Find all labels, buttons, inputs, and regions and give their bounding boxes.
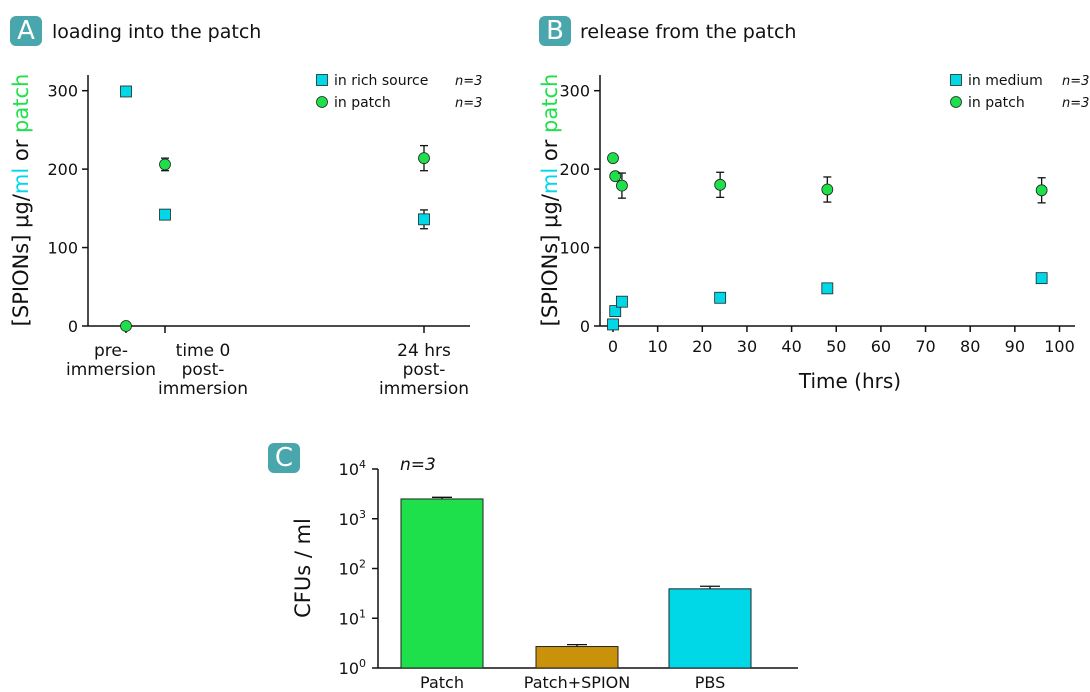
- panel-a-xtick-label: post-: [403, 360, 446, 380]
- panel-b-xtick-label: 10: [647, 337, 667, 356]
- panel-a-ytick-label: 100: [47, 239, 78, 258]
- panel-b-badge: B: [539, 16, 571, 46]
- ylabel-part: patch: [538, 74, 562, 133]
- panel-b-xtick-label: 90: [1005, 337, 1025, 356]
- panel-c-ytick-label: 102: [339, 558, 366, 579]
- ylabel-part: ml: [9, 168, 33, 194]
- panel-a-ytick-label: 300: [47, 82, 78, 101]
- tick-base: 10: [339, 560, 359, 579]
- panel-b-point: [616, 179, 628, 192]
- panel-c-xtick-label: Patch+SPION: [524, 673, 630, 692]
- panel-b-xtick-label: 30: [737, 337, 757, 356]
- panel-a-xtick-label: immersion: [379, 379, 469, 399]
- panel-a-xtick-label: 24 hrs: [397, 341, 451, 361]
- panel-a-ytick-label: 0: [68, 317, 78, 336]
- legend-marker: [316, 74, 328, 86]
- panel-b-xtick-label: 60: [871, 337, 891, 356]
- tick-exponent: 0: [359, 657, 366, 670]
- panel-c-ytick-label: 101: [339, 607, 366, 628]
- panel-b-xlabel: Time (hrs): [798, 369, 901, 393]
- panel-b-point: [714, 291, 727, 304]
- panel-a-ylabel: [SPIONs] μg/ml or patch: [9, 74, 33, 327]
- panel-c-bar: [668, 588, 752, 669]
- panel-a-point: [159, 158, 171, 171]
- panel-a-xtick-label: immersion: [158, 379, 248, 399]
- panel-c-ytick-label: 103: [339, 508, 366, 529]
- panel-b-title: release from the patch: [580, 21, 797, 43]
- panel-b-xtick-label: 100: [1044, 337, 1075, 356]
- legend-label: in medium: [968, 73, 1043, 89]
- ylabel-part: ml: [538, 168, 562, 194]
- legend-n: n=3: [455, 74, 482, 89]
- tick-base: 10: [339, 609, 359, 628]
- panel-b-xtick-label: 70: [915, 337, 935, 356]
- legend-marker: [316, 96, 328, 108]
- panel-b-ylabel: [SPIONs] μg/ml or patch: [538, 74, 562, 327]
- ylabel-part: patch: [9, 74, 33, 133]
- legend-label: in rich source: [334, 73, 428, 89]
- panel-a-xtick-label: time 0: [176, 341, 231, 361]
- legend-label: in patch: [334, 95, 391, 111]
- panel-c-ytick-label: 100: [339, 657, 366, 678]
- legend-marker: [950, 96, 962, 108]
- panel-a-xtick-label: post-: [182, 360, 225, 380]
- panel-a-point: [418, 213, 430, 226]
- ylabel-part: or: [538, 133, 562, 168]
- panel-b-ytick-label: 0: [580, 317, 590, 336]
- panel-c-bar: [535, 646, 619, 669]
- panel-c-ytick-label: 104: [339, 458, 366, 479]
- tick-exponent: 1: [359, 607, 366, 620]
- panel-c-xtick-label: Patch: [420, 673, 464, 692]
- tick-base: 10: [339, 659, 359, 678]
- panel-b-point: [609, 305, 622, 317]
- panel-a-xtick-label: immersion: [66, 360, 156, 380]
- panel-a-point: [120, 320, 132, 332]
- tick-exponent: 4: [359, 458, 366, 471]
- legend-marker: [950, 74, 962, 86]
- panel-b-point: [714, 178, 727, 191]
- panel-b-point: [821, 282, 834, 295]
- panel-c-badge: C: [268, 443, 300, 473]
- tick-base: 10: [339, 510, 359, 529]
- panel-b-point: [821, 183, 834, 196]
- panel-b-xtick-label: 50: [826, 337, 846, 356]
- ylabel-part: [SPIONs] μg/: [9, 193, 33, 326]
- panel-b-point: [607, 152, 619, 165]
- tick-exponent: 2: [359, 558, 366, 571]
- panel-b-ytick-label: 100: [559, 239, 590, 258]
- panel-c-ylabel: CFUs / ml: [291, 518, 315, 618]
- panel-b-xtick-label: 80: [960, 337, 980, 356]
- panel-a-xtick-label: pre-: [94, 341, 128, 361]
- panel-b-ytick-label: 200: [559, 160, 590, 179]
- panel-a-point: [159, 208, 171, 221]
- tick-exponent: 3: [359, 508, 366, 521]
- ylabel-part: [SPIONs] μg/: [538, 193, 562, 326]
- panel-a-point: [418, 152, 430, 165]
- panel-a-title: loading into the patch: [52, 21, 262, 43]
- panel-c-xtick-label: PBS: [695, 673, 726, 692]
- tick-base: 10: [339, 460, 359, 479]
- panel-a-ytick-label: 200: [47, 160, 78, 179]
- panel-b-point: [616, 295, 628, 308]
- panel-b-point: [607, 318, 619, 331]
- panel-b-xtick-label: 40: [781, 337, 801, 356]
- panel-c-annotation: n=3: [400, 455, 436, 475]
- legend-n: n=3: [1062, 74, 1089, 89]
- panel-a-point: [120, 85, 132, 98]
- panel-b-point: [1035, 272, 1048, 285]
- panel-b-xtick-label: 20: [692, 337, 712, 356]
- panel-b-ytick-label: 300: [559, 82, 590, 101]
- ylabel-part: or: [9, 133, 33, 168]
- panel-b-xtick-label: 0: [608, 337, 618, 356]
- legend-label: in patch: [968, 95, 1025, 111]
- panel-c-bar: [400, 498, 484, 669]
- panel-a-badge: A: [10, 16, 42, 46]
- legend-n: n=3: [455, 96, 482, 111]
- panel-b-point: [609, 170, 622, 183]
- legend-n: n=3: [1062, 96, 1089, 111]
- panel-b-point: [1035, 184, 1048, 197]
